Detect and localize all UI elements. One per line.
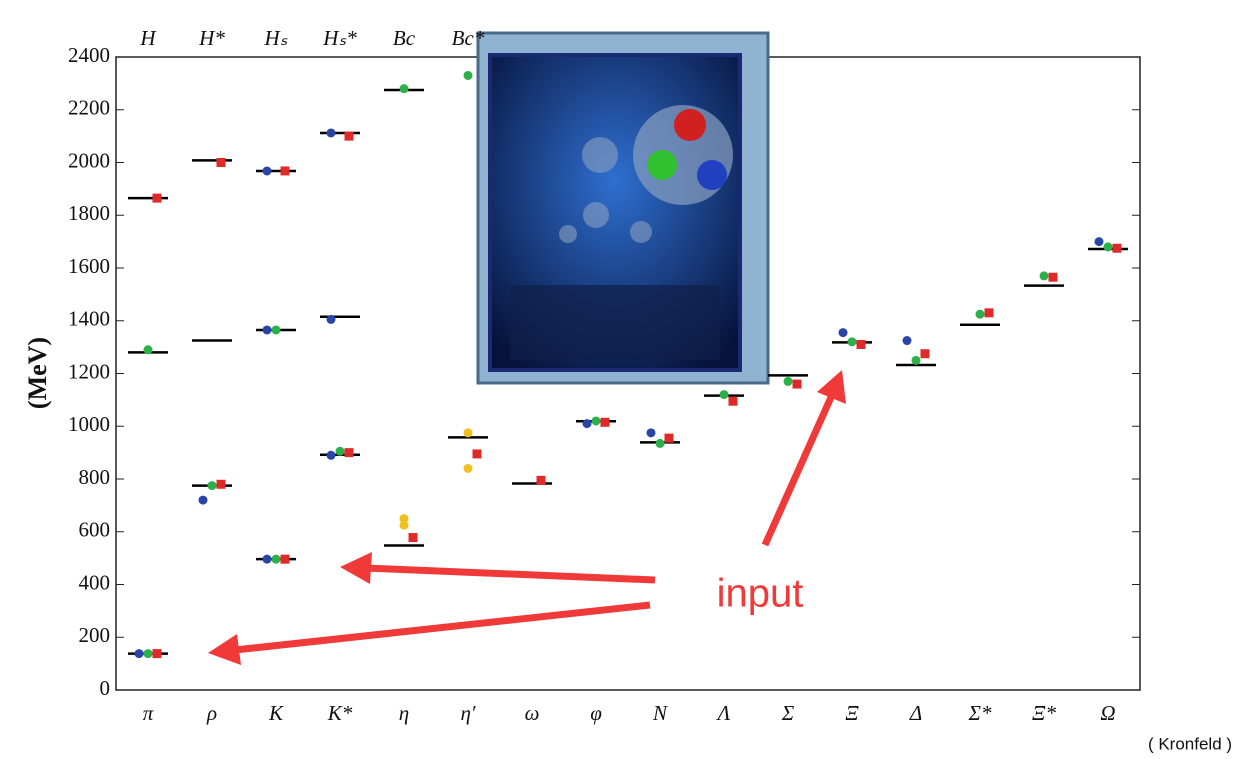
lattice-point (143, 345, 153, 355)
y-tick-label: 1800 (68, 201, 110, 225)
x-tick-label: K* (327, 701, 353, 725)
top-label: Bc* (452, 26, 485, 50)
lattice-point (326, 450, 336, 460)
lattice-point (591, 416, 601, 426)
lattice-point (335, 446, 345, 456)
annotation: input (717, 572, 804, 616)
x-tick-label: N (652, 701, 668, 725)
lattice-point (838, 328, 848, 338)
lattice-point (262, 554, 272, 564)
lattice-point (271, 554, 281, 564)
lattice-point (399, 84, 409, 94)
credit: ( Kronfeld ) (1148, 734, 1232, 753)
lattice-point (344, 448, 354, 458)
lattice-point (463, 428, 473, 438)
lattice-point (463, 70, 473, 80)
lattice-point (399, 520, 409, 530)
x-tick-label: K (268, 701, 284, 725)
y-tick-label: 2000 (68, 148, 110, 172)
lattice-point (280, 554, 290, 564)
y-tick-label: 200 (79, 623, 111, 647)
lattice-point (1048, 272, 1058, 282)
annotation-arrows (208, 370, 846, 665)
x-tick-label: Δ (909, 701, 922, 725)
lattice-point (408, 533, 418, 543)
lattice-point (344, 131, 354, 141)
lattice-point (664, 433, 674, 443)
lattice-point (280, 166, 290, 176)
lattice-point (1103, 242, 1113, 252)
top-label: Hₛ (264, 26, 288, 50)
x-tick-label: Σ (781, 701, 795, 725)
x-tick-label: ρ (206, 701, 217, 725)
y-tick-label: 2200 (68, 96, 110, 120)
x-tick-label: Σ* (968, 701, 992, 725)
y-tick-label: 1400 (68, 307, 110, 331)
lattice-point (143, 649, 153, 659)
x-tick-label: Ξ* (1032, 701, 1056, 725)
lattice-point (1039, 271, 1049, 281)
y-tick-label: 800 (79, 465, 111, 489)
lattice-point (1094, 237, 1104, 247)
lattice-point (719, 390, 729, 400)
lattice-point (262, 325, 272, 335)
x-tick-label: φ (590, 701, 602, 725)
x-tick-label: Ξ (845, 701, 859, 725)
lattice-point (902, 336, 912, 346)
y-tick-label: 400 (79, 570, 111, 594)
lattice-point (207, 481, 217, 491)
lattice-point (326, 128, 336, 138)
y-axis-label: (MeV) (23, 337, 52, 409)
top-label: Bc (393, 26, 416, 50)
lattice-point (582, 419, 592, 429)
lattice-point (152, 193, 162, 203)
lattice-point (847, 337, 857, 347)
lattice-point (399, 514, 409, 524)
top-label: Hₛ* (322, 26, 357, 50)
x-tick-label: η (399, 701, 409, 725)
x-tick-label: Ω (1100, 701, 1115, 725)
y-tick-label: 0 (100, 676, 111, 700)
lattice-point (1112, 243, 1122, 253)
y-tick-label: 1600 (68, 254, 110, 278)
lattice-point (600, 417, 610, 427)
y-tick-label: 2400 (68, 43, 110, 67)
top-label: H* (198, 26, 225, 50)
lattice-point (792, 379, 802, 389)
lattice-point (216, 479, 226, 489)
lattice-point (326, 314, 336, 324)
x-tick-label: ω (525, 701, 540, 725)
lattice-point (262, 166, 272, 176)
top-label: H (139, 26, 157, 50)
lattice-point (856, 339, 866, 349)
lattice-point (728, 396, 738, 406)
lattice-point (271, 325, 281, 335)
lattice-point (783, 376, 793, 386)
lattice-point (216, 158, 226, 167)
lattice-point (463, 463, 473, 473)
lattice-point (975, 309, 985, 319)
lattice-point (152, 649, 162, 659)
lattice-point (984, 308, 994, 318)
x-tick-label: Λ (716, 701, 731, 725)
lattice-point (920, 349, 930, 359)
lattice-point (911, 355, 921, 365)
lattice-point (134, 649, 144, 659)
lattice-point (646, 428, 656, 438)
lattice-point (472, 449, 482, 459)
y-tick-label: 1000 (68, 412, 110, 436)
x-tick-label: η′ (460, 701, 475, 725)
inset-picture (476, 31, 770, 385)
lattice-point (198, 495, 208, 505)
y-tick-label: 1200 (68, 359, 110, 383)
x-tick-label: π (143, 701, 154, 725)
lattice-point (655, 438, 665, 448)
lattice-point (536, 475, 546, 485)
y-tick-label: 600 (79, 518, 111, 542)
